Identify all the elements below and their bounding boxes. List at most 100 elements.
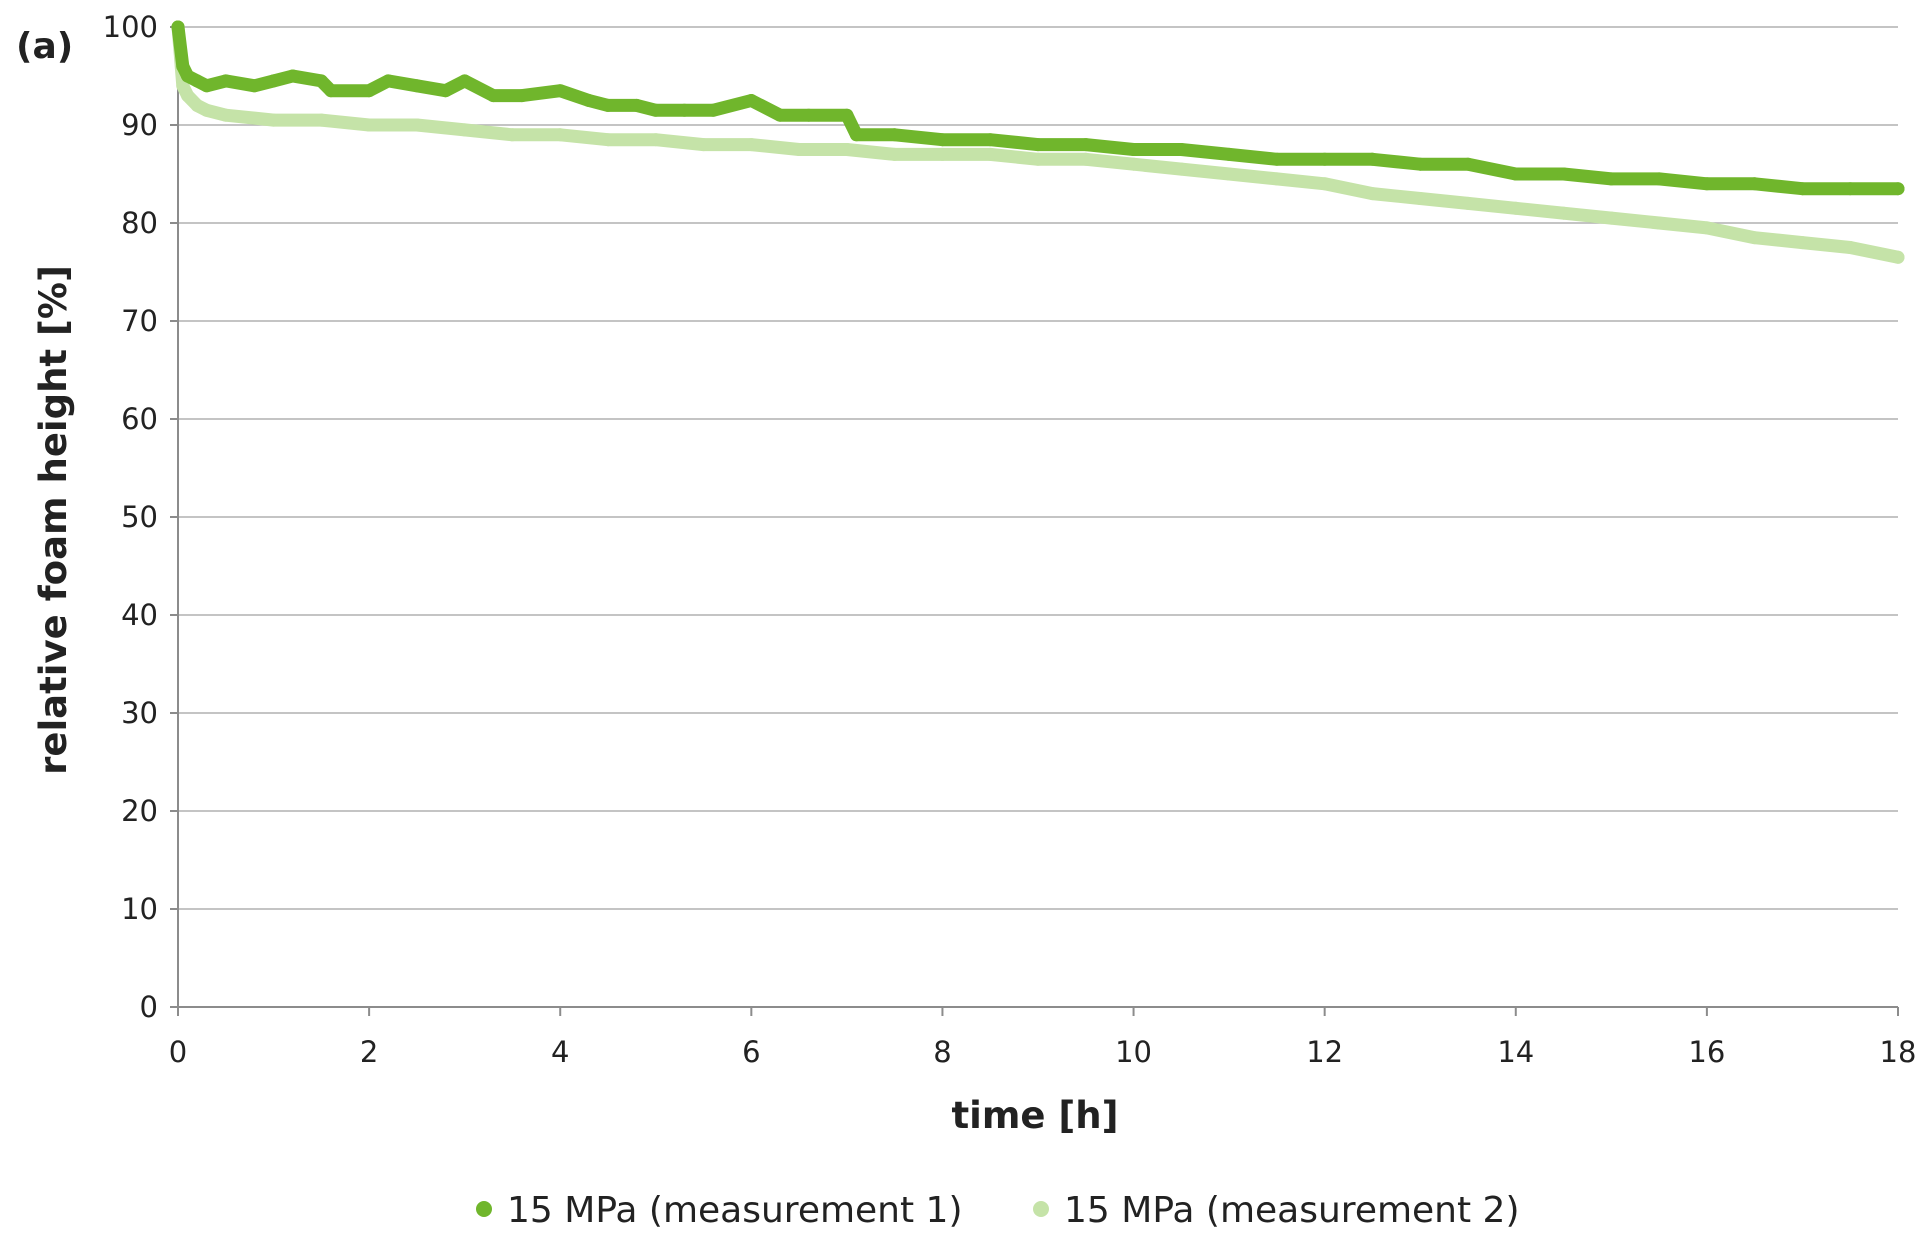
series-2-point [505, 128, 519, 142]
y-tick-label-60: 60 [121, 402, 158, 436]
series-2-point [200, 103, 214, 117]
x-tick-label-6: 6 [742, 1035, 760, 1069]
series-1-point [247, 79, 261, 93]
series-2-point [267, 113, 281, 127]
series-1-point [1461, 157, 1475, 171]
series-1-trace [171, 20, 1905, 196]
x-axis-title: time [h] [951, 1094, 1118, 1137]
series-1-point [840, 108, 854, 122]
series-1-point [410, 79, 424, 93]
y-tick-label-90: 90 [121, 108, 158, 142]
series-1-point [983, 133, 997, 147]
y-tick-label-0: 0 [140, 990, 158, 1024]
series-1-point [1174, 143, 1188, 156]
series-2-point [1270, 172, 1284, 186]
series-1-point [486, 89, 500, 103]
series-1-point [888, 128, 902, 142]
series-1-point [935, 133, 949, 147]
series-1-point [1079, 138, 1093, 152]
y-tick-label-50: 50 [121, 500, 158, 534]
x-tick-label-2: 2 [360, 1035, 378, 1069]
x-tick-label-10: 10 [1115, 1035, 1152, 1069]
series-1-point [706, 103, 720, 117]
series-2-point [601, 133, 615, 147]
series-1-point [1222, 147, 1236, 161]
series-2-point [314, 113, 328, 127]
series-2-point [219, 108, 233, 122]
series-1-point [1604, 172, 1618, 186]
x-tick-label-14: 14 [1497, 1035, 1534, 1069]
series-1-point [362, 84, 376, 98]
series-2-point [1700, 221, 1714, 235]
y-tick-label-100: 100 [103, 10, 158, 44]
series-1-point [171, 20, 185, 34]
series-2-point [1891, 250, 1905, 264]
series-2-point [1843, 241, 1857, 254]
x-tick-label-12: 12 [1306, 1035, 1343, 1069]
series-1-point [1652, 172, 1666, 186]
series-1-point [582, 94, 596, 107]
legend-marker-series-2 [1033, 1201, 1049, 1217]
series-1-point [649, 103, 663, 117]
series-1-point [744, 94, 758, 107]
series-1-point [1843, 182, 1857, 196]
series-1-point [1509, 167, 1523, 181]
series-2-point [1604, 211, 1618, 225]
series-1-point [458, 74, 472, 88]
series-1-point [1795, 182, 1809, 196]
series-1-point [314, 74, 328, 88]
panel-label: (a) [16, 26, 73, 67]
series-1-point [601, 98, 615, 112]
series-1-point [1413, 157, 1427, 171]
y-tick-label-80: 80 [121, 206, 158, 240]
series-1-point [176, 59, 190, 73]
series-1-point [200, 79, 214, 93]
series-2-point [553, 128, 567, 142]
series-1-point [849, 128, 863, 142]
legend-marker-series-1 [476, 1201, 492, 1217]
series-2-point [1174, 162, 1188, 176]
series-2-point [362, 118, 376, 132]
series-2-point [649, 133, 663, 147]
series-2-point [458, 123, 472, 137]
x-tick-label-18: 18 [1880, 1035, 1917, 1069]
data-series [171, 20, 1905, 264]
series-1-point [1365, 152, 1379, 166]
series-1-point [553, 84, 567, 98]
x-tick-label-0: 0 [169, 1035, 187, 1069]
series-1-point [630, 98, 644, 112]
x-tick-label-8: 8 [933, 1035, 951, 1069]
series-2-point [1509, 201, 1523, 215]
series-2-point [1652, 216, 1666, 230]
series-2-point [1461, 196, 1475, 210]
legend: 15 MPa (measurement 1) 15 MPa (measureme… [476, 1190, 1520, 1231]
series-2-point [1079, 152, 1093, 166]
series-1-point [773, 108, 787, 122]
series-1-point [1557, 167, 1571, 181]
series-2-point [792, 143, 806, 156]
series-2-point [1318, 177, 1332, 191]
y-tick-label-20: 20 [121, 794, 158, 828]
series-1-point [677, 103, 691, 117]
series-1-point [381, 74, 395, 88]
series-1-point [1748, 177, 1762, 191]
series-1-point [1700, 177, 1714, 191]
series-2-point [888, 147, 902, 161]
gridlines [178, 26, 1898, 910]
series-2-point [1413, 192, 1427, 205]
tick-labels: 0 10 20 30 40 50 60 70 80 90 100 0 2 4 6 8 10 12 14 16 18 [103, 10, 1917, 1069]
series-2-point [1365, 187, 1379, 201]
series-2-point [410, 118, 424, 132]
y-tick-label-30: 30 [121, 696, 158, 730]
series-2-point [1748, 231, 1762, 245]
series-2-point [181, 89, 195, 103]
series-2-point [1795, 236, 1809, 250]
series-1-point [1891, 182, 1905, 196]
legend-label-series-2: 15 MPa (measurement 2) [1064, 1190, 1520, 1231]
series-2-point [840, 143, 854, 156]
series-1-point [439, 84, 453, 98]
x-tick-label-16: 16 [1688, 1035, 1725, 1069]
series-1-point [802, 108, 816, 122]
y-axis-title: relative foam height [%] [32, 265, 75, 775]
